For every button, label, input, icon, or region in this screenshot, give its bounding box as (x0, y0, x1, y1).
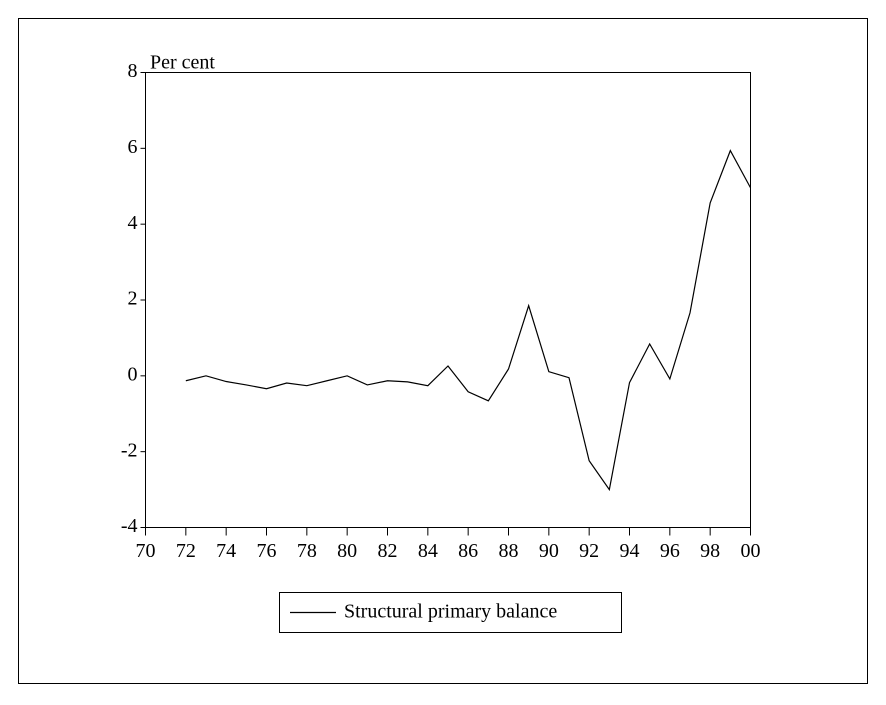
x-tick-label: 76 (257, 540, 277, 562)
y-tick-label: 0 (128, 363, 138, 385)
x-tick-label: 84 (418, 540, 438, 562)
frame (18, 18, 868, 684)
x-tick-label: 80 (337, 540, 357, 562)
y-tick-label: -4 (121, 515, 138, 537)
y-tick-label: -2 (121, 439, 138, 461)
x-tick-label: 72 (176, 540, 196, 562)
plot-area (145, 72, 751, 528)
y-tick-label: 2 (128, 288, 138, 310)
x-tick-label: 88 (499, 540, 519, 562)
x-tick-label: 78 (297, 540, 317, 562)
y-tick-label: 4 (128, 212, 138, 234)
x-tick-label: 74 (216, 540, 236, 562)
x-tick-label: 00 (741, 540, 761, 562)
x-tick-label: 98 (700, 540, 720, 562)
x-tick-label: 92 (579, 540, 599, 562)
x-tick-label: 94 (620, 540, 640, 562)
x-tick-label: 86 (458, 540, 478, 562)
y-tick-label: 6 (128, 136, 138, 158)
y-tick-label: 8 (128, 60, 138, 82)
x-tick-label: 70 (136, 540, 156, 562)
legend (279, 592, 622, 633)
line (185, 149, 752, 492)
x-tick-label: 82 (378, 540, 398, 562)
x-tick-label: 96 (660, 540, 680, 562)
y-axis-label: Per cent (150, 52, 215, 74)
legend-label: Structural primary balance (344, 601, 557, 623)
x-tick-label: 90 (539, 540, 559, 562)
